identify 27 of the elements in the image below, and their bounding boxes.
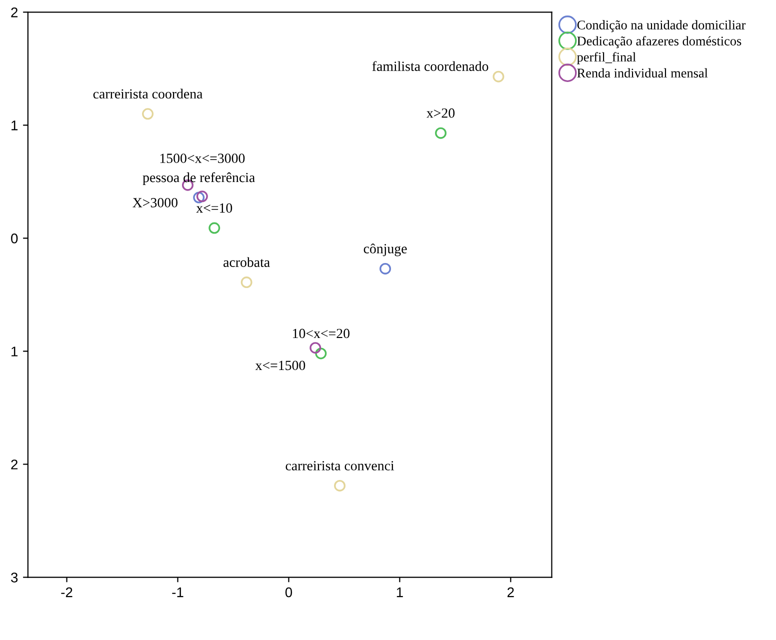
data-label: pessoa de referência	[142, 172, 255, 186]
data-label: familista coordenado	[372, 61, 488, 71]
data-label: acrobata	[224, 257, 270, 267]
x-tick-label: -2	[61, 587, 72, 598]
x-tick-label: 0	[285, 587, 292, 598]
y-tick-label: 1	[12, 120, 18, 130]
legend-label: Condição na unidade domiciliar	[577, 20, 746, 32]
data-label: carreirista coordena	[93, 88, 203, 99]
y-tick-label: 2	[11, 7, 18, 18]
legend-label: perfil_final	[577, 52, 636, 64]
data-label: X>3000	[132, 198, 178, 208]
legend-label: Dedicação afazeres domésticos	[577, 36, 742, 48]
y-tick-label: 1	[12, 346, 18, 356]
x-tick-label: 1	[396, 588, 403, 598]
y-tick-label: 0	[11, 234, 18, 244]
legend-label: Renda individual mensal	[577, 68, 708, 78]
data-label: x>20	[426, 108, 455, 118]
data-label: cônjuge	[364, 244, 407, 256]
data-label: x<=1500	[255, 360, 306, 370]
y-tick-label: 2	[11, 460, 18, 470]
data-label: 10<x<=20	[293, 328, 350, 338]
data-label: x<=10	[196, 203, 232, 213]
x-tick-label: -1	[172, 588, 184, 598]
y-tick-label: 3	[11, 572, 18, 582]
data-label: carreirista convenci	[286, 461, 394, 470]
x-tick-label: 2	[508, 587, 514, 598]
data-label: 1500<x<=3000	[160, 154, 245, 164]
